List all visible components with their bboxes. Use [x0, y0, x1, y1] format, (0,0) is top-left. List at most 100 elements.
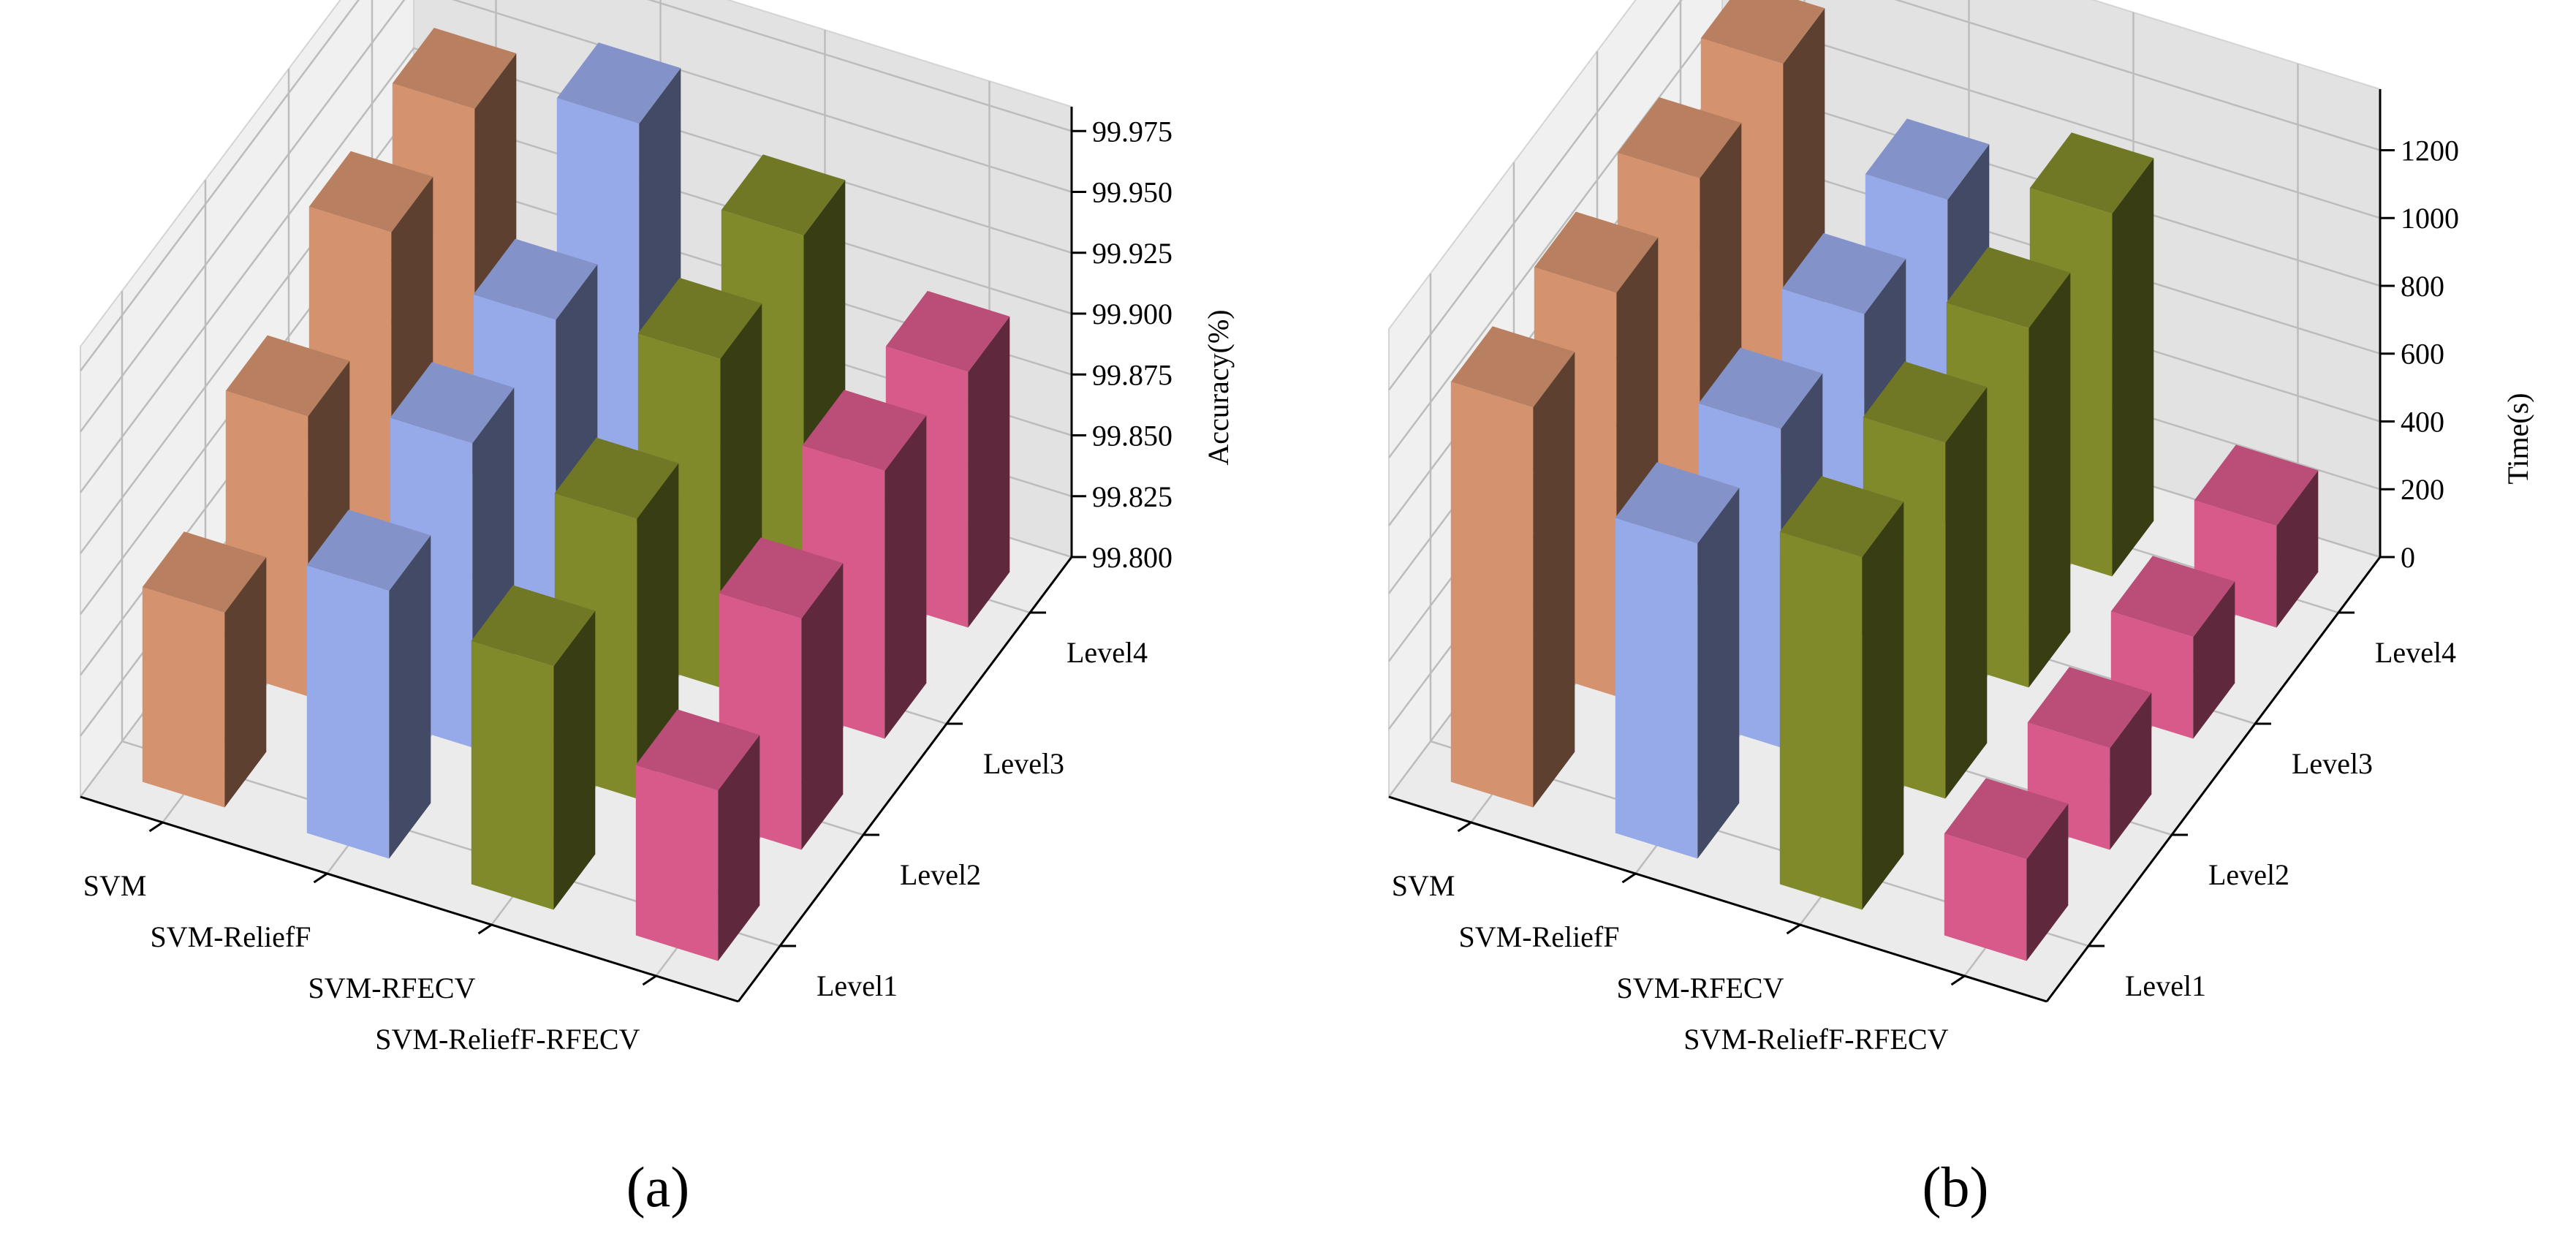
bar-top-face — [635, 709, 760, 791]
bar-side-face — [1862, 501, 1904, 910]
bar-side-face — [2028, 272, 2071, 688]
x-tick — [1950, 974, 1966, 986]
x-tick — [313, 872, 328, 884]
y-axis-line — [2045, 556, 2382, 1002]
bar-svm-level1 — [142, 531, 267, 808]
z-tick-label: 99.925 — [1092, 237, 1173, 270]
bar-side-face — [968, 316, 1010, 628]
z-tick-label: 1000 — [2401, 202, 2459, 235]
x-tick — [1786, 923, 1801, 935]
bar-top-face — [471, 585, 596, 667]
bar-svm-relieff-rfecv-level2 — [2027, 667, 2152, 850]
z-tick-label: 200 — [2401, 473, 2444, 506]
bar-top-face — [473, 238, 598, 320]
bar-top-face — [885, 290, 1010, 372]
bar-top-face — [719, 537, 844, 619]
y-tick-label: Level1 — [817, 969, 898, 1002]
bar-top-face — [1781, 232, 1906, 314]
bar-top-face — [2029, 132, 2154, 214]
axis-lines — [1388, 89, 2382, 1003]
z-tick-label: 1200 — [2401, 134, 2459, 167]
bar-front-face — [635, 765, 719, 961]
bar-front-face — [142, 587, 225, 808]
bar-side-face — [553, 610, 596, 910]
x-tick — [642, 974, 657, 986]
bar-front-face — [471, 640, 554, 910]
bar-top-face — [556, 42, 681, 124]
x-tick-label: SVM-ReliefF — [1459, 920, 1620, 953]
bar-top-face — [1863, 361, 1988, 443]
z-axis-title: Accuracy(%) — [1202, 309, 1235, 465]
x-tick — [1457, 821, 1472, 833]
y-tick-label: Level3 — [983, 747, 1064, 780]
panel-a-caption: (a) — [626, 1155, 690, 1219]
bar-top-face — [142, 531, 267, 613]
z-gridline — [80, 0, 1072, 433]
x-tick — [1621, 872, 1637, 884]
bar-top-face — [225, 335, 350, 417]
bar-front-face — [1615, 518, 1698, 859]
bar-svm-rfecv-level1 — [471, 585, 596, 910]
bar-front-face — [1944, 833, 2027, 961]
y-tick-label: Level1 — [2125, 969, 2206, 1002]
bar-side-face — [389, 535, 431, 859]
z-tick-label: 800 — [2401, 270, 2444, 303]
bar-top-face — [2027, 667, 2152, 749]
bar-top-face — [1865, 118, 1990, 200]
panel-b-caption: (b) — [1922, 1155, 1989, 1219]
bar-side-face — [2276, 470, 2319, 628]
bar-side-face — [1533, 352, 1575, 808]
bar-side-face — [2112, 158, 2154, 577]
bars — [142, 28, 1010, 961]
bar-side-face — [1945, 387, 1988, 799]
bar-svm-relieff-rfecv-level1 — [635, 709, 760, 961]
bar-side-face — [224, 557, 267, 808]
bar-top-face — [1534, 211, 1659, 293]
bar-top-face — [1698, 347, 1823, 429]
bar-top-face — [1617, 97, 1742, 178]
z-tick-label: 0 — [2401, 541, 2415, 574]
z-tick-label: 400 — [2401, 405, 2444, 438]
x-axis-line — [80, 795, 739, 1003]
bar-side-face — [884, 415, 927, 739]
bar-top-face — [721, 154, 846, 236]
x-tick-label: SVM-ReliefF-RFECV — [1683, 1023, 1948, 1056]
x-tick — [148, 821, 164, 833]
x-tick-label: SVM-RFECV — [308, 972, 476, 1004]
y-tick-label: Level2 — [900, 858, 981, 891]
z-gridline — [80, 47, 1072, 493]
x-tick-label: SVM-ReliefF — [151, 920, 311, 953]
z-tick-label: 99.950 — [1092, 176, 1173, 209]
bar-top-face — [1944, 778, 2069, 860]
x-axis-line — [1388, 795, 2047, 1003]
x-tick-label: SVM-RFECV — [1617, 972, 1784, 1004]
z-tick-label: 600 — [2401, 338, 2444, 371]
bar-top-face — [802, 390, 927, 472]
bar-top-face — [1450, 326, 1575, 408]
z-tick-label: 99.875 — [1092, 358, 1173, 391]
bar-side-face — [2193, 581, 2235, 739]
x-tick-label: SVM-ReliefF-RFECV — [375, 1023, 640, 1056]
z-tick-label: 99.800 — [1092, 541, 1173, 574]
x-tick — [477, 923, 493, 935]
z-tick-label: 99.850 — [1092, 420, 1173, 453]
bar-svm-relieff-rfecv-level1 — [1944, 778, 2069, 961]
bar-top-face — [390, 362, 515, 444]
bar-top-face — [2194, 444, 2319, 526]
bar-top-face — [1946, 246, 2071, 328]
bar-side-face — [801, 563, 844, 850]
bar-side-face — [1697, 488, 1740, 859]
bar-svm-rfecv-level1 — [1779, 476, 1904, 910]
z-gridline — [80, 0, 1072, 372]
bar-top-face — [1700, 0, 1825, 64]
bar-top-face — [392, 28, 517, 109]
y-tick-label: Level3 — [2292, 747, 2373, 780]
z-tick-label: 99.900 — [1092, 298, 1173, 330]
bar-side-face — [718, 735, 760, 961]
bar-side-face — [2110, 692, 2152, 850]
z-tick-label: 99.975 — [1092, 115, 1173, 148]
bar-svm-relieff-level1 — [1615, 462, 1740, 859]
bar-svm-level1 — [1450, 326, 1575, 808]
